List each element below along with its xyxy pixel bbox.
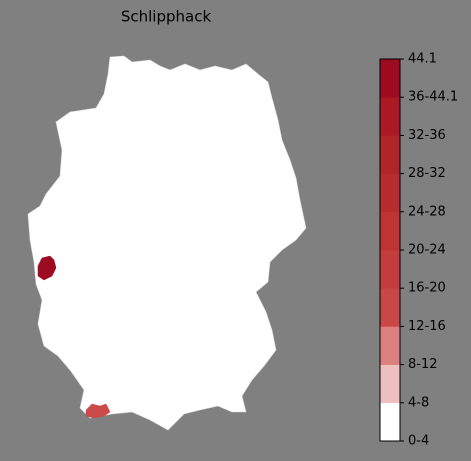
- colorbar-label: 44.1: [408, 52, 437, 67]
- colorbar-segment: [380, 250, 400, 289]
- colorbar-label: 36-44.1: [408, 90, 458, 105]
- colorbar-segment: [380, 364, 400, 404]
- colorbar-label: 4-8: [408, 395, 429, 410]
- colorbar-segment: [380, 59, 400, 98]
- colorbar-label: 20-24: [408, 243, 446, 258]
- colorbar-segment: [380, 173, 400, 213]
- region: [85, 403, 111, 419]
- colorbar-label: 8-12: [408, 357, 438, 372]
- colorbar-segment: [380, 288, 400, 327]
- colorbar-segment: [380, 135, 400, 174]
- colorbar-label: 24-28: [408, 204, 446, 219]
- colorbar-segment: [380, 326, 400, 365]
- colorbar-segment: [380, 402, 400, 442]
- colorbar-label: 0-4: [408, 434, 429, 449]
- germany-outline: [27, 55, 307, 431]
- map-title: Schlipphack: [121, 8, 212, 26]
- colorbar-label: 32-36: [408, 128, 446, 143]
- colorbar-label: 16-20: [408, 281, 446, 296]
- colorbar-segment: [380, 211, 400, 251]
- region: [37, 255, 57, 281]
- colorbar-segment: [380, 97, 400, 136]
- colorbar-label: 12-16: [408, 319, 446, 334]
- colorbar-label: 28-32: [408, 166, 446, 181]
